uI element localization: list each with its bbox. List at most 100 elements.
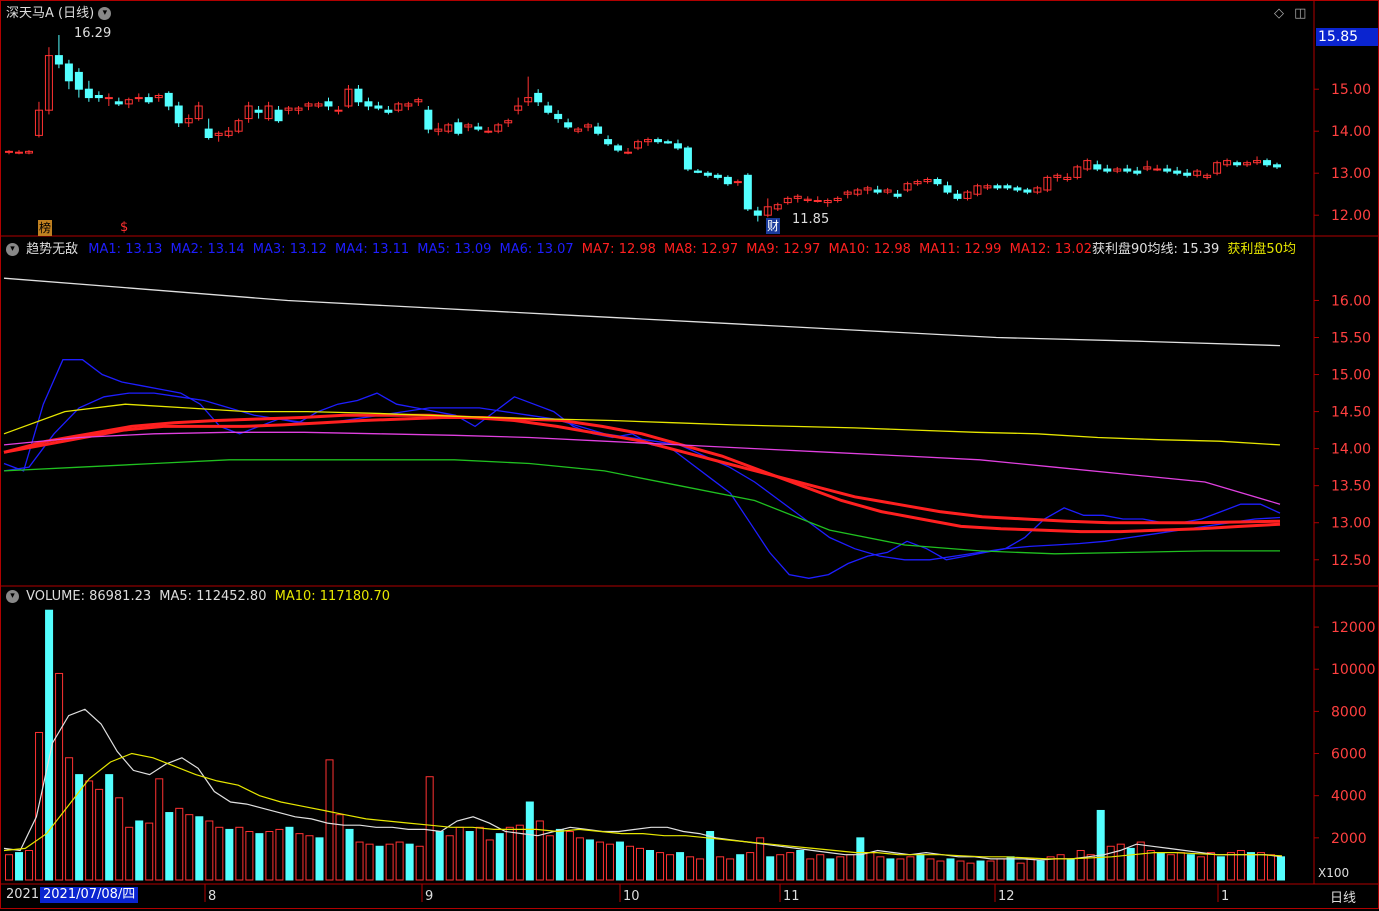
- volume-bar: [1026, 858, 1035, 881]
- candle: [584, 124, 593, 128]
- volume-bar: [225, 828, 234, 881]
- volume-bar: [676, 852, 685, 881]
- ma5-label: MA5: 13.09: [417, 242, 492, 257]
- candle: [544, 105, 553, 113]
- volume-bar: [405, 843, 414, 881]
- stock-title-bar: 深天马A (日线) ▾: [6, 6, 114, 22]
- diamond-icon[interactable]: ◇: [1274, 6, 1284, 21]
- candle: [883, 189, 892, 193]
- candle: [1103, 168, 1112, 172]
- candle: [813, 200, 822, 202]
- volume-bar: [235, 826, 244, 881]
- volume-bar: [1126, 847, 1135, 881]
- candle: [214, 132, 223, 136]
- volume-bar: [1256, 852, 1265, 881]
- indicator-line-magenta-line: [3, 431, 1281, 505]
- restore-icon[interactable]: ◫: [1294, 6, 1307, 21]
- volume-bar: [305, 835, 314, 881]
- candle: [244, 105, 253, 120]
- volume-bar: [215, 826, 224, 881]
- volume-bar: [716, 856, 725, 881]
- volume-bar: [275, 828, 284, 881]
- candle: [194, 105, 203, 120]
- indicator-name[interactable]: 趋势无敌: [26, 242, 79, 257]
- candle: [1263, 160, 1272, 166]
- candle: [1273, 164, 1282, 168]
- chevron-down-icon[interactable]: ▾: [6, 243, 19, 256]
- candle: [574, 128, 583, 132]
- candle: [903, 183, 912, 191]
- volume-bar: [605, 843, 614, 881]
- candle: [384, 109, 393, 113]
- volume-bar: [325, 759, 334, 881]
- y-tick-label: 15.50: [1331, 331, 1371, 347]
- volume-bar: [125, 826, 134, 881]
- candle: [114, 101, 123, 105]
- ma1-label: MA1: 13.13: [88, 242, 163, 257]
- candle: [943, 185, 952, 193]
- candle: [1063, 176, 1072, 180]
- candle: [973, 185, 982, 195]
- volume-bar: [866, 852, 875, 881]
- candle: [324, 101, 333, 107]
- candle: [763, 206, 772, 216]
- volume-bar: [1226, 852, 1235, 881]
- ma6-label: MA6: 13.07: [499, 242, 574, 257]
- indicator-line-ma12: [3, 413, 1281, 525]
- month-label: 1: [1221, 889, 1229, 904]
- volume-bar: [345, 828, 354, 881]
- volume-bar: [946, 858, 955, 881]
- candle: [643, 139, 652, 143]
- high-price-label: 16.29: [74, 26, 112, 41]
- bang-badge[interactable]: 榜: [38, 220, 53, 236]
- candle: [184, 118, 193, 124]
- candle: [773, 204, 782, 210]
- chevron-down-icon[interactable]: ▾: [6, 590, 19, 603]
- volume-bar: [245, 831, 254, 881]
- volume-bar: [796, 849, 805, 881]
- volume-bar: [1176, 852, 1185, 881]
- candle: [444, 124, 453, 132]
- volume-bar: [435, 831, 444, 881]
- volume-bar: [1076, 849, 1085, 881]
- candle: [234, 120, 243, 132]
- volume-bar: [726, 858, 735, 881]
- candle: [1053, 174, 1062, 178]
- volume-bar: [385, 843, 394, 881]
- volume-bar: [535, 820, 544, 881]
- volume-bar: [175, 807, 184, 881]
- candle: [653, 139, 662, 143]
- volume-bar: [255, 833, 264, 881]
- candle: [783, 197, 792, 204]
- candle: [803, 198, 812, 202]
- candle: [474, 126, 483, 130]
- volume-bar: [916, 854, 925, 881]
- volume-bar: [85, 780, 94, 881]
- candle: [1213, 162, 1222, 174]
- candle: [1133, 170, 1142, 174]
- candle: [1223, 160, 1232, 166]
- cai-badge[interactable]: 财: [766, 218, 781, 234]
- volume-bar: [455, 826, 464, 881]
- volume-bar: [1236, 849, 1245, 881]
- y-tick-label: 10000: [1331, 662, 1376, 678]
- y-tick-label: 15.00: [1331, 82, 1371, 98]
- y-tick-label: 2000: [1331, 831, 1367, 847]
- stock-name[interactable]: 深天马A: [6, 6, 54, 21]
- period-tab[interactable]: 日线: [1330, 891, 1357, 906]
- candle: [843, 191, 852, 195]
- volume-bar: [95, 788, 104, 881]
- volume-bar: [1166, 854, 1175, 881]
- volume-bar: [966, 862, 975, 881]
- volume-bar: [525, 801, 534, 881]
- volume-bar: [615, 841, 624, 881]
- ma10-label: MA10: 12.98: [828, 242, 911, 257]
- s-badge[interactable]: $: [120, 220, 129, 235]
- candle: [893, 193, 902, 197]
- volume-bar: [475, 826, 484, 881]
- candle: [983, 185, 992, 189]
- volume-bar: [505, 826, 514, 881]
- candle: [264, 105, 273, 120]
- chevron-down-icon[interactable]: ▾: [98, 7, 112, 20]
